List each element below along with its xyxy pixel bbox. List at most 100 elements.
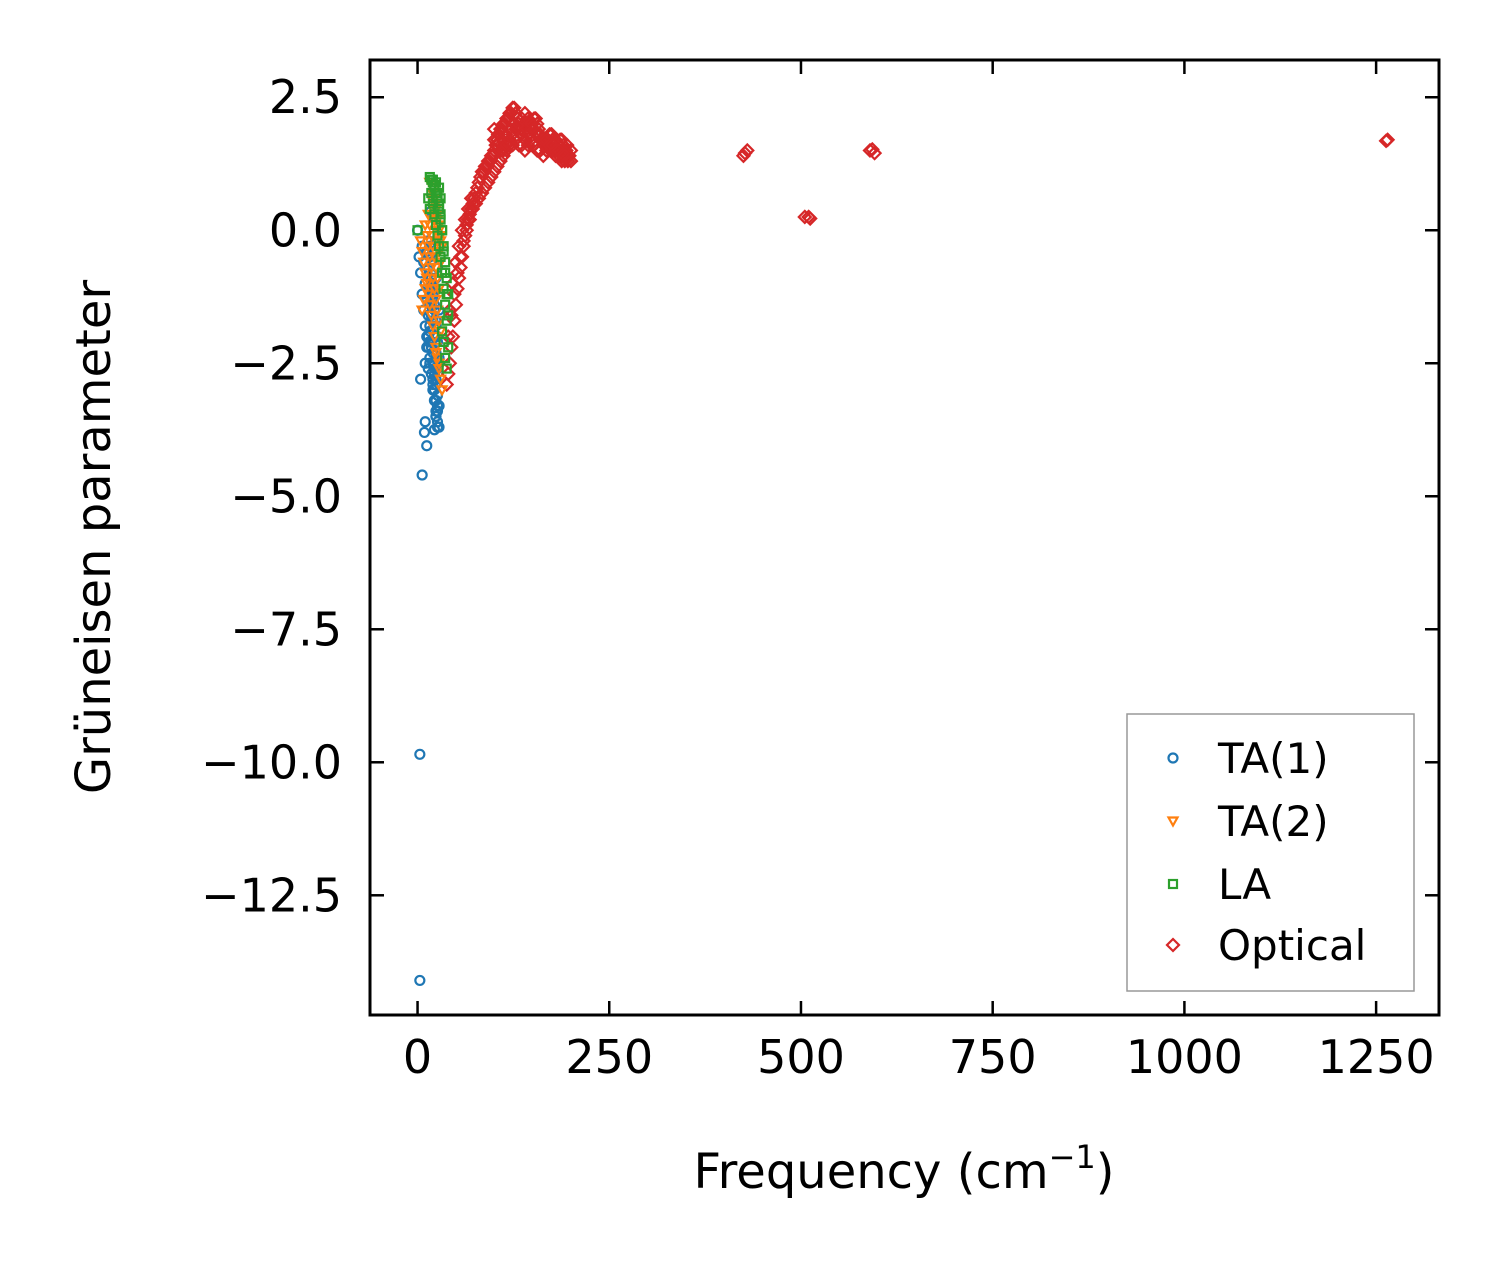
data-point bbox=[423, 300, 437, 312]
data-point bbox=[420, 273, 434, 285]
data-point bbox=[449, 265, 465, 281]
data-point bbox=[492, 153, 508, 169]
data-point bbox=[441, 315, 452, 326]
data-point bbox=[486, 164, 502, 180]
data-point bbox=[443, 342, 454, 353]
x-tick-label: 500 bbox=[757, 1030, 845, 1084]
data-point bbox=[424, 203, 435, 215]
data-point bbox=[423, 193, 434, 204]
data-point bbox=[463, 190, 479, 206]
data-point bbox=[431, 400, 444, 412]
data-point bbox=[416, 469, 428, 481]
data-point bbox=[434, 374, 447, 386]
data-point bbox=[420, 278, 434, 291]
series-la bbox=[412, 171, 454, 374]
data-point bbox=[431, 305, 444, 317]
data-point bbox=[517, 132, 533, 148]
x-tick-label: 1250 bbox=[1318, 1030, 1435, 1084]
data-point bbox=[412, 225, 423, 236]
data-point bbox=[428, 424, 441, 436]
data-point bbox=[802, 210, 818, 227]
data-point bbox=[436, 225, 448, 236]
data-point bbox=[429, 348, 443, 360]
data-point bbox=[432, 358, 446, 371]
data-point bbox=[477, 180, 493, 196]
data-point bbox=[432, 316, 446, 328]
y-tick-label: 2.5 bbox=[269, 70, 342, 124]
legend-label-ta1: TA(1) bbox=[1217, 734, 1329, 783]
plot-frame bbox=[368, 58, 1441, 1017]
data-point bbox=[418, 268, 432, 280]
data-point bbox=[506, 100, 522, 116]
data-point bbox=[460, 201, 476, 217]
data-point bbox=[495, 142, 511, 159]
data-point bbox=[436, 326, 448, 337]
legend-label-ta2: TA(2) bbox=[1217, 797, 1329, 846]
data-point bbox=[449, 281, 465, 297]
data-point bbox=[520, 137, 536, 153]
legend-label-optical: Optical bbox=[1218, 921, 1366, 970]
legend-marker-ta-1- bbox=[1167, 752, 1179, 764]
data-point bbox=[498, 137, 515, 153]
data-point bbox=[440, 299, 451, 310]
data-point bbox=[520, 110, 536, 127]
legend-markers bbox=[1165, 752, 1181, 953]
data-point bbox=[430, 410, 442, 423]
y-tick-label: 0.0 bbox=[269, 203, 342, 257]
data-point bbox=[560, 148, 576, 164]
data-point bbox=[483, 169, 499, 185]
data-point bbox=[427, 174, 438, 185]
data-point bbox=[435, 385, 449, 397]
data-point bbox=[439, 376, 455, 393]
x-tick-label: 0 bbox=[403, 1030, 432, 1084]
data-point bbox=[532, 142, 548, 159]
data-point bbox=[486, 132, 502, 148]
data-point bbox=[429, 294, 443, 307]
data-point bbox=[421, 440, 433, 452]
data-point bbox=[514, 110, 530, 127]
data-point bbox=[421, 289, 435, 301]
data-point bbox=[443, 310, 454, 321]
data-point bbox=[505, 126, 521, 143]
data-point bbox=[440, 267, 451, 278]
data-point bbox=[737, 145, 753, 161]
data-point bbox=[418, 426, 431, 439]
data-point bbox=[474, 185, 490, 201]
data-point bbox=[414, 974, 426, 987]
data-point bbox=[489, 158, 505, 174]
data-point bbox=[480, 174, 496, 190]
data-point bbox=[435, 193, 446, 204]
data-point bbox=[423, 336, 435, 348]
data-point bbox=[428, 332, 441, 344]
data-point bbox=[440, 352, 451, 364]
data-point bbox=[415, 373, 427, 385]
legend-marker-la bbox=[1167, 878, 1179, 890]
data-point bbox=[433, 198, 445, 209]
data-points bbox=[411, 100, 1396, 987]
data-point bbox=[451, 238, 467, 254]
data-point bbox=[514, 137, 530, 153]
data-point bbox=[867, 145, 883, 161]
data-point bbox=[511, 116, 527, 132]
data-point bbox=[468, 196, 484, 212]
data-point bbox=[465, 201, 481, 217]
data-point bbox=[535, 148, 551, 164]
data-point bbox=[560, 153, 576, 169]
data-point bbox=[417, 294, 431, 307]
y-tick-label: −2.5 bbox=[230, 336, 342, 390]
y-tick-label: −10.0 bbox=[201, 735, 342, 789]
data-point bbox=[454, 222, 470, 238]
data-point bbox=[508, 121, 524, 137]
data-point bbox=[438, 246, 449, 257]
data-point bbox=[415, 305, 429, 317]
data-point bbox=[441, 288, 452, 300]
data-point bbox=[424, 310, 438, 323]
data-point bbox=[1380, 132, 1396, 148]
data-point bbox=[462, 212, 478, 228]
legend-label-la: LA bbox=[1218, 860, 1271, 909]
data-point bbox=[435, 209, 446, 220]
x-tick-label: 250 bbox=[565, 1030, 653, 1084]
data-point bbox=[523, 116, 539, 132]
